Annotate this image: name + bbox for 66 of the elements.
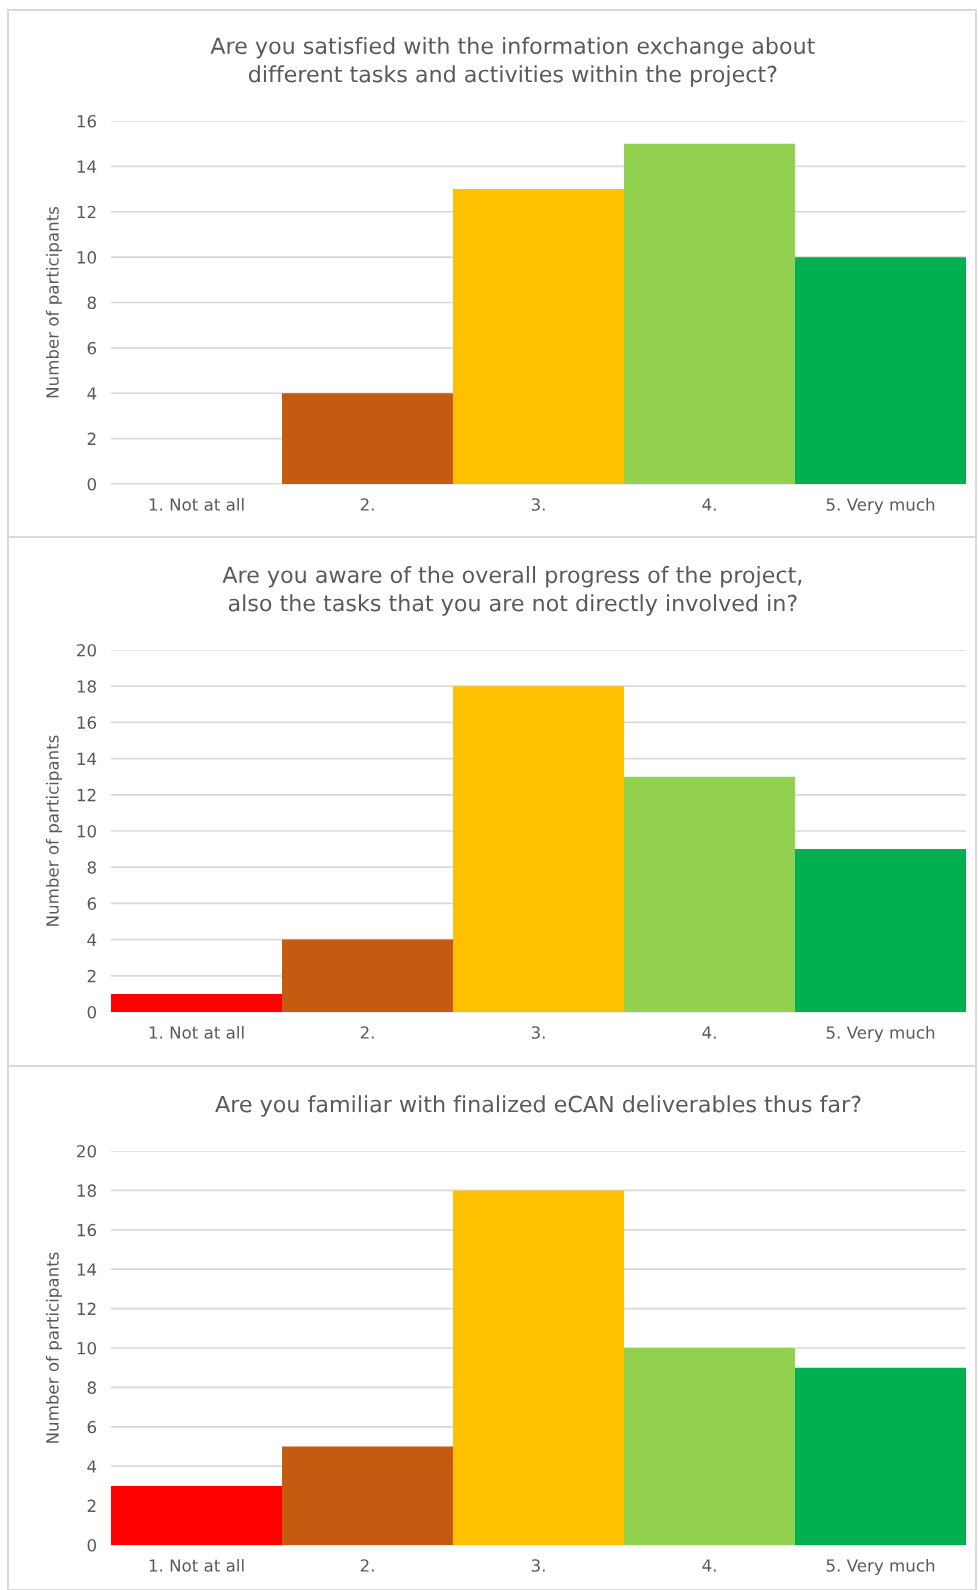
x-tick-label: 2. (360, 1026, 374, 1039)
x-tick-label: 3. (531, 1026, 545, 1039)
y-tick-label: 14 (77, 1263, 97, 1276)
bar (624, 1348, 795, 1545)
y-tick-label: 4 (87, 387, 97, 400)
chart-title: Are you satisfied with the information exchange about different tasks and activities within the project? (210, 36, 815, 87)
bar (795, 1367, 966, 1545)
bar (795, 257, 966, 484)
chart-title: Are you aware of the overall progress of the project, also the tasks that you are not directly involved in? (222, 565, 802, 616)
x-tick-label: 1. Not at all (149, 1025, 244, 1039)
chart-title: Are you familiar with finalized eCAN deliverables thus far? (215, 1095, 861, 1117)
y-tick-label: 12 (77, 205, 96, 219)
y-tick-label: 8 (87, 1381, 96, 1394)
y-tick-label: 0 (87, 1005, 96, 1019)
y-tick-label: 8 (87, 296, 96, 310)
bar (624, 776, 795, 1012)
bar (111, 1485, 282, 1545)
y-tick-label: 16 (77, 114, 97, 128)
bar (453, 686, 624, 1012)
x-tick-label: 5. Very much (826, 1025, 935, 1043)
y-tick-label: 4 (87, 1460, 97, 1473)
y-tick-label: 12 (77, 788, 96, 802)
y-tick-label: 0 (87, 477, 96, 491)
x-tick-label: 5. Very much (826, 497, 935, 515)
y-axis-title: Number of participants (45, 1252, 63, 1443)
x-tick-label: 2. (360, 498, 374, 511)
y-tick-label: 0 (87, 1538, 96, 1552)
y-axis-title: Number of participants (45, 206, 63, 398)
bar (111, 993, 282, 1012)
bar (795, 849, 966, 1012)
y-tick-label: 6 (87, 1420, 97, 1434)
y-tick-label: 10 (77, 251, 96, 264)
x-tick-label: 1. Not at all (149, 1558, 244, 1572)
x-tick-label: 4. (702, 1026, 716, 1039)
y-axis-title: Number of participants (45, 735, 63, 926)
y-tick-label: 2 (87, 1499, 96, 1512)
y-tick-label: 10 (77, 824, 96, 838)
bar (282, 393, 453, 484)
bar (624, 143, 795, 484)
y-tick-label: 20 (77, 1144, 96, 1158)
y-tick-label: 20 (77, 643, 96, 657)
y-tick-label: 2 (87, 432, 96, 445)
y-tick-label: 2 (87, 969, 96, 983)
x-tick-label: 4. (702, 1559, 716, 1572)
y-tick-label: 10 (77, 1341, 96, 1355)
y-tick-label: 16 (77, 716, 97, 729)
x-tick-label: 4. (702, 498, 716, 511)
y-tick-label: 12 (77, 1302, 96, 1315)
bar (453, 1190, 624, 1545)
bar (453, 189, 624, 484)
y-tick-label: 8 (87, 861, 96, 874)
x-tick-label: 1. Not at all (149, 497, 244, 511)
x-tick-label: 3. (531, 498, 545, 511)
y-tick-label: 18 (77, 680, 96, 693)
y-tick-label: 16 (77, 1223, 97, 1237)
y-tick-label: 4 (87, 933, 97, 946)
y-tick-label: 6 (87, 897, 97, 910)
x-tick-label: 3. (531, 1559, 545, 1572)
y-tick-label: 18 (77, 1184, 96, 1197)
bar (282, 1446, 453, 1545)
y-tick-label: 14 (77, 752, 97, 765)
x-tick-label: 5. Very much (826, 1558, 935, 1576)
y-tick-label: 6 (87, 341, 97, 355)
x-tick-label: 2. (360, 1559, 374, 1572)
bar (282, 939, 453, 1012)
y-tick-label: 14 (77, 160, 97, 173)
